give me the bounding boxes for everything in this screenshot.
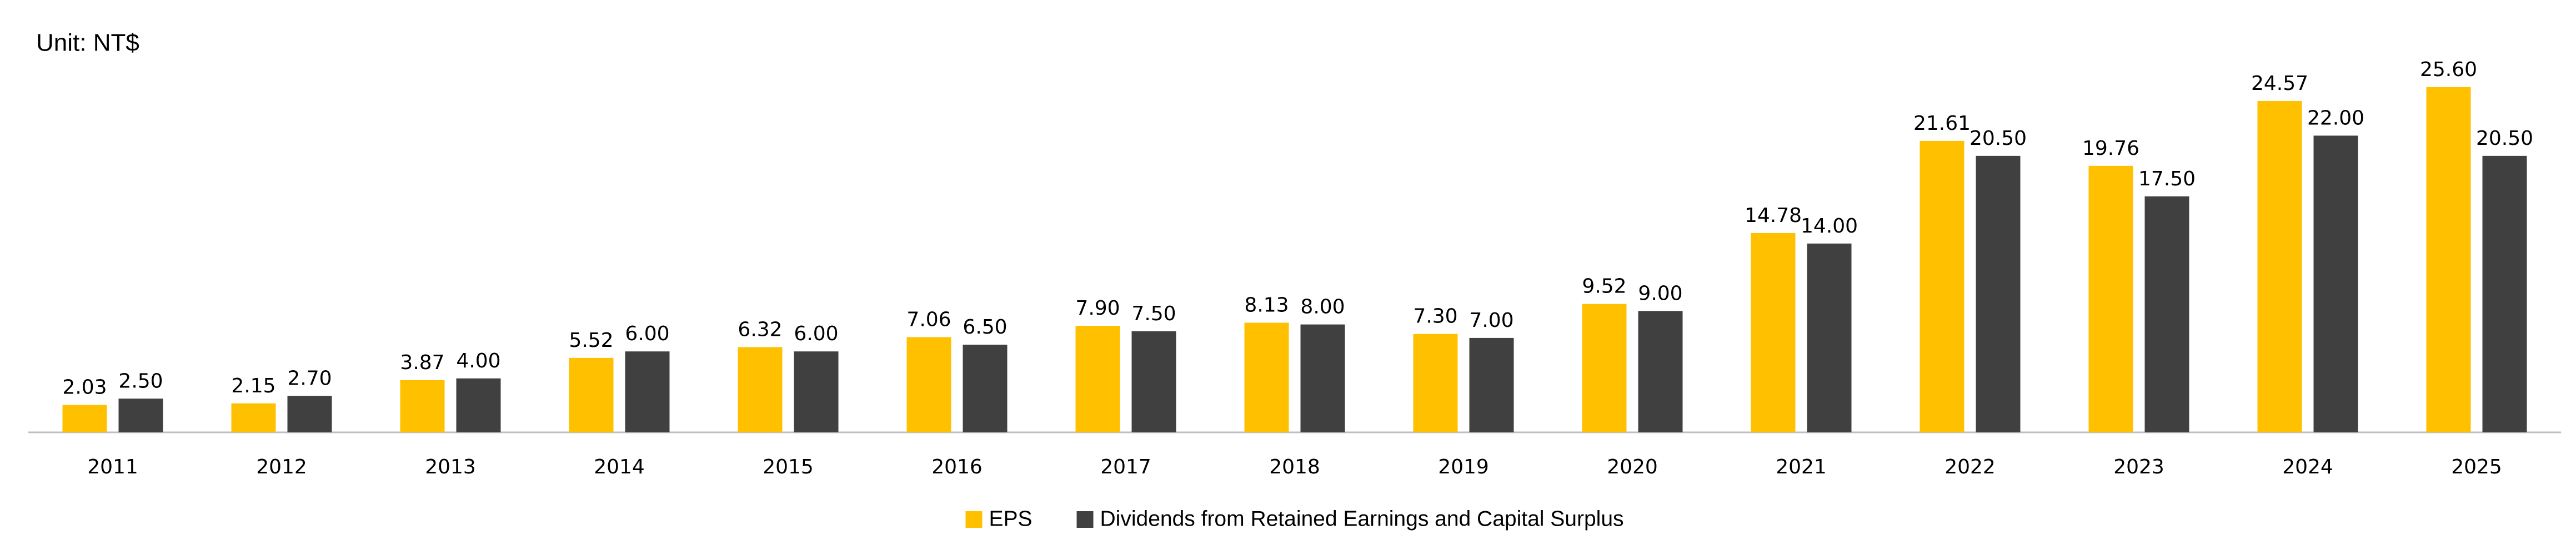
bar [794,351,839,432]
legend-label: EPS [989,507,1032,531]
value-label: 22.00 [2307,107,2364,129]
value-label: 6.32 [738,318,782,341]
legend-swatch [1076,511,1094,528]
x-tick-label: 2020 [1607,456,1658,478]
bar [287,396,332,432]
value-label: 19.76 [2082,137,2139,160]
bar [1582,304,1627,432]
bar [1244,322,1289,432]
x-tick-label: 2013 [425,456,476,478]
bar [1075,326,1120,432]
bar [569,357,614,432]
bar [1920,140,1964,432]
bar [2257,100,2302,433]
value-label: 5.52 [569,329,613,352]
value-label: 17.50 [2138,168,2196,190]
value-label: 6.00 [625,322,669,345]
x-tick-label: 2024 [2282,456,2333,478]
value-label: 20.50 [1969,127,2027,150]
bar [2426,87,2471,433]
bar [1300,324,1345,432]
value-label: 3.87 [400,351,444,374]
bar [2144,196,2189,432]
value-label: 25.60 [2420,58,2477,81]
value-label: 6.50 [963,316,1007,339]
x-tick-label: 2012 [256,456,307,478]
bar [1807,243,1852,432]
x-tick-label: 2019 [1438,456,1489,478]
legend-label: Dividends from Retained Earnings and Cap… [1100,507,1624,531]
bar [2482,155,2527,432]
legend-swatch [965,511,983,528]
bar [456,378,501,432]
bar [1413,334,1458,432]
bar [1131,331,1176,432]
value-label: 2.03 [62,376,107,399]
value-label: 8.00 [1300,296,1345,319]
value-label: 2.50 [118,370,163,392]
value-label: 7.00 [1469,309,1513,332]
bar [231,403,276,432]
value-label: 9.00 [1638,282,1682,305]
x-tick-label: 2016 [931,456,983,478]
x-tick-label: 2025 [2451,456,2502,478]
value-label: 21.61 [1913,112,1971,135]
x-tick-label: 2014 [594,456,645,478]
value-label: 7.06 [906,308,951,331]
x-tick-label: 2023 [2113,456,2164,478]
value-label: 7.50 [1131,302,1176,325]
x-tick-label: 2015 [763,456,814,478]
bar [625,351,670,432]
value-label: 7.30 [1413,305,1457,328]
bar [1638,311,1683,432]
value-label: 14.00 [1801,215,1858,238]
value-label: 2.15 [231,375,275,397]
x-tick-label: 2018 [1269,456,1320,478]
x-tick-label: 2022 [1944,456,1996,478]
value-label: 6.00 [794,322,838,345]
value-label: 7.90 [1075,297,1120,320]
x-tick-label: 2021 [1776,456,1827,478]
bar [118,398,163,432]
bar [738,347,783,432]
x-tick-label: 2017 [1100,456,1151,478]
bar [1469,337,1514,432]
value-label: 9.52 [1582,275,1626,298]
x-tick-label: 2011 [87,456,138,478]
value-label: 20.50 [2476,127,2533,150]
bar [2313,135,2358,432]
bar [906,337,951,432]
bar [963,345,1008,432]
value-label: 14.78 [1745,204,1802,227]
value-label: 8.13 [1244,294,1289,316]
value-label: 2.70 [287,367,332,390]
bar [62,405,107,432]
bar [1751,233,1796,432]
value-label: 4.00 [456,350,500,372]
value-label: 24.57 [2251,72,2308,95]
bar [2088,165,2133,432]
chart-title: Unit: NT$ [36,29,139,57]
bar [1976,155,2021,432]
bar [400,380,445,432]
